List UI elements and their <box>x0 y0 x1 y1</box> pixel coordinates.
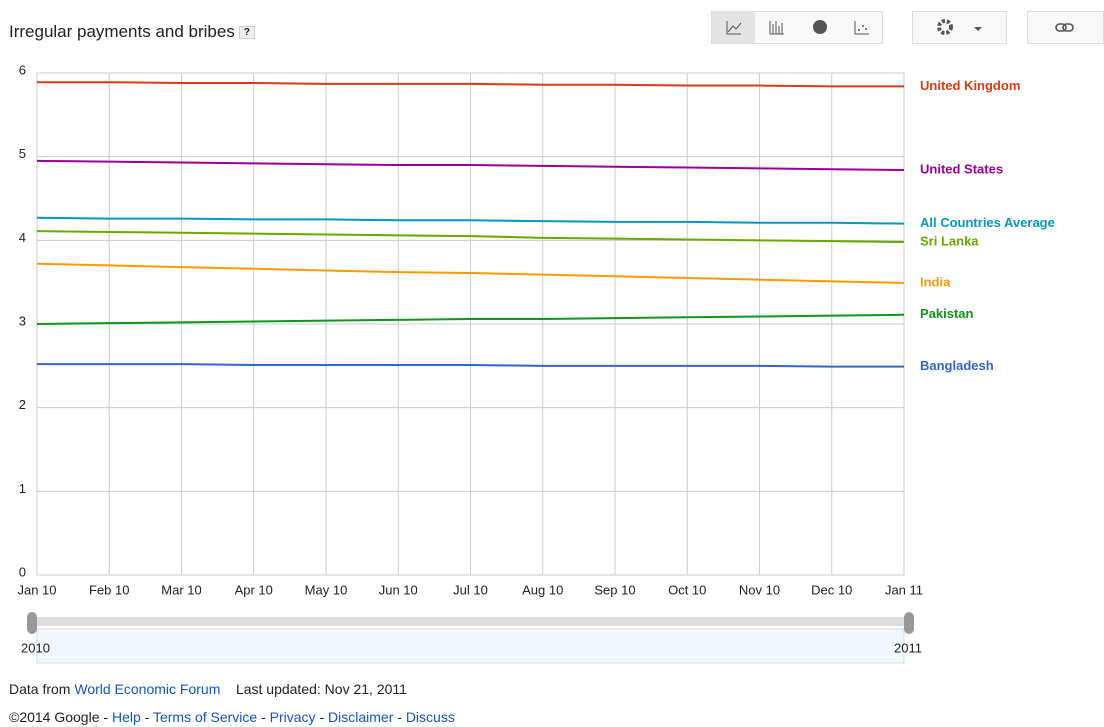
chart-title: Irregular payments and bribes <box>9 22 235 41</box>
series-line <box>36 262 905 285</box>
series-label: Sri Lanka <box>920 233 979 248</box>
source-link[interactable]: World Economic Forum <box>74 681 221 697</box>
series-line <box>37 81 904 88</box>
separator: - <box>319 709 325 725</box>
x-tick-label: Mar 10 <box>161 582 201 597</box>
y-tick-label: 0 <box>19 564 26 579</box>
series-label: United States <box>920 161 1003 176</box>
x-tick-label: Jun 10 <box>379 582 418 597</box>
footer-link[interactable]: Terms of Service <box>152 709 258 725</box>
series-label: India <box>920 274 951 289</box>
x-tick-label: Jul 10 <box>453 582 488 597</box>
series-label: Bangladesh <box>920 358 994 373</box>
x-tick-label: Aug 10 <box>522 582 563 597</box>
source-prefix: Data from <box>9 681 71 697</box>
settings-button[interactable] <box>912 11 1007 44</box>
scatter-dot <box>858 29 860 31</box>
y-tick-label: 5 <box>19 146 26 161</box>
x-tick-label: Apr 10 <box>235 582 273 597</box>
x-tick-label: Jan 10 <box>17 582 56 597</box>
x-tick-label: Jan 11 <box>885 582 923 597</box>
x-tick-label: Dec 10 <box>811 582 852 597</box>
series-label: All Countries Average <box>920 215 1055 230</box>
separator: - <box>144 709 150 725</box>
series-line <box>36 216 905 225</box>
bar-chart-button[interactable] <box>769 21 784 35</box>
scatter-dot <box>862 25 864 27</box>
line-icon <box>726 21 742 35</box>
x-tick-label: Sep 10 <box>594 582 635 597</box>
separator: - <box>103 709 109 725</box>
y-tick-label: 4 <box>19 230 26 245</box>
y-tick-label: 2 <box>19 397 26 412</box>
source-line: Data from World Economic Forum Last upda… <box>9 681 407 697</box>
y-tick-label: 6 <box>19 62 26 77</box>
last-updated: Last updated: Nov 21, 2011 <box>235 681 407 697</box>
footer-link[interactable]: Discuss <box>405 709 455 725</box>
timeline-end: 2011 <box>894 640 922 655</box>
copyright: ©2014 Google <box>9 709 100 725</box>
chart-type-toolbar <box>711 11 883 44</box>
timeline-handle[interactable] <box>904 612 914 634</box>
timeline-range <box>36 628 905 664</box>
link-button[interactable] <box>1027 11 1104 44</box>
timeline-start: 2010 <box>21 640 50 655</box>
help-button[interactable]: ? <box>238 26 255 39</box>
series-line <box>37 363 904 368</box>
x-tick-label: Feb 10 <box>89 582 129 597</box>
footer-link[interactable]: Privacy <box>269 709 316 725</box>
y-tick-label: 3 <box>19 313 26 328</box>
y-tick-label: 1 <box>19 481 26 496</box>
footer-link[interactable]: Disclaimer <box>328 709 394 725</box>
scatter-button[interactable] <box>854 21 869 35</box>
series-label: United Kingdom <box>920 78 1020 93</box>
x-tick-label: Nov 10 <box>739 582 780 597</box>
series-line <box>36 159 905 172</box>
timeline-track <box>37 617 904 626</box>
separator: - <box>261 709 266 725</box>
chart: 0 1 2 3 4 5 6 Jan 10 Feb 10 Mar 10 Apr 10 May 10 Jun… <box>17 62 1055 664</box>
line-chart-button[interactable] <box>712 12 755 43</box>
scatter-dot <box>865 28 867 30</box>
toolbar-icons <box>712 12 869 43</box>
x-tick-label: Oct 10 <box>668 582 706 597</box>
series-label: Pakistan <box>920 306 974 321</box>
header: Irregular payments and bribes? <box>9 22 255 42</box>
separator: - <box>397 709 402 725</box>
series-line <box>36 313 905 325</box>
footer-link[interactable]: Help <box>111 709 141 725</box>
timeline-handle[interactable] <box>27 612 37 634</box>
footer-links: ©2014 Google - Help - Terms of Service -… <box>9 709 455 725</box>
map-button[interactable] <box>813 20 827 34</box>
link-icon <box>1055 23 1074 32</box>
settings-icon <box>937 19 982 35</box>
x-tick-label: May 10 <box>305 582 348 597</box>
series-line <box>36 230 905 244</box>
